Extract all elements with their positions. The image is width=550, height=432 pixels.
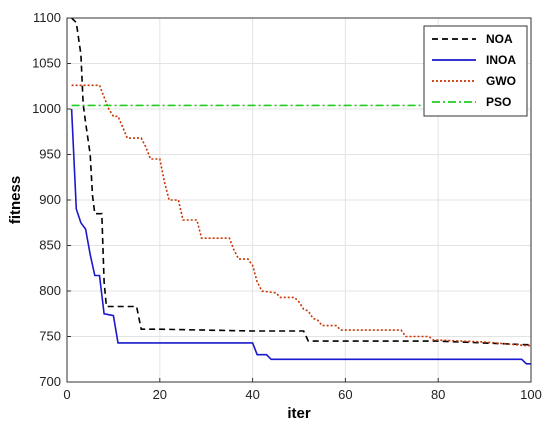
y-tick-label: 700 [39,374,61,389]
y-tick-label: 850 [39,238,61,253]
y-tick-label: 1000 [32,101,61,116]
y-tick-label: 1100 [33,10,61,25]
y-tick-label: 1050 [32,56,61,71]
x-tick-label: 60 [338,387,352,402]
legend: NOA INOA GWO PSO [423,25,528,117]
y-tick-label: 950 [39,147,61,162]
legend-label-pso: PSO [486,95,511,109]
y-tick-label: 750 [39,329,61,344]
y-tick-label: 900 [39,192,61,207]
legend-label-gwo: GWO [486,74,516,88]
x-tick-label: 80 [431,387,445,402]
x-tick-label: 20 [153,387,167,402]
x-axis-label: iter [287,405,311,422]
series-noa-line [71,17,531,346]
series-gwo-line [71,84,531,347]
series-lines [70,17,531,365]
x-tick-label: 0 [63,387,70,402]
x-tick-label: 40 [245,387,259,402]
y-axis-label: fitness [7,176,24,224]
legend-box [423,25,528,117]
legend-label-inoa: INOA [486,53,516,67]
x-tick-label: 100 [520,387,542,402]
y-tick-label: 800 [39,283,61,298]
legend-label-noa: NOA [486,32,513,46]
axis-ticks: 0 20 40 60 80 100 700 750 800 850 900 950 1000 1050 11… [32,10,542,402]
series-inoa-line [70,108,531,365]
